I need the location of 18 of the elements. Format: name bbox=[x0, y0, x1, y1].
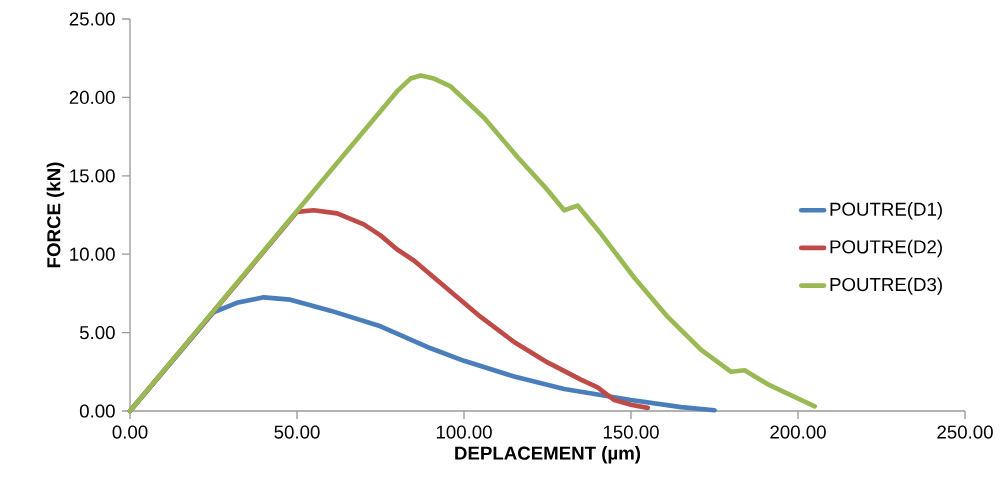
x-tick-label: 150.00 bbox=[603, 425, 659, 439]
y-tick-label: 5.00 bbox=[79, 325, 115, 340]
x-tick-label: 100.00 bbox=[436, 425, 492, 439]
y-tick-label: 10.00 bbox=[70, 247, 115, 261]
y-tick-label: 15.00 bbox=[70, 169, 115, 183]
legend-label: POUTRE(D2) bbox=[830, 239, 942, 258]
y-tick-label: 0.00 bbox=[79, 404, 115, 418]
x-tick-label: 50.00 bbox=[274, 425, 320, 439]
x-axis-title: DEPLACEMENT (µm) bbox=[455, 446, 641, 464]
y-tick-label: 25.00 bbox=[69, 12, 115, 26]
x-tick-label: 0.00 bbox=[112, 425, 148, 439]
y-axis-title: FORCE (kN) bbox=[46, 162, 65, 268]
legend-label: POUTRE(D1) bbox=[830, 202, 942, 220]
x-tick-label: 250.00 bbox=[937, 425, 993, 439]
line-series bbox=[127, 73, 818, 414]
legend-label: POUTRE(D3) bbox=[830, 277, 942, 295]
y-tick-label: 20.00 bbox=[69, 90, 115, 105]
x-tick-label: 200.00 bbox=[770, 425, 826, 439]
